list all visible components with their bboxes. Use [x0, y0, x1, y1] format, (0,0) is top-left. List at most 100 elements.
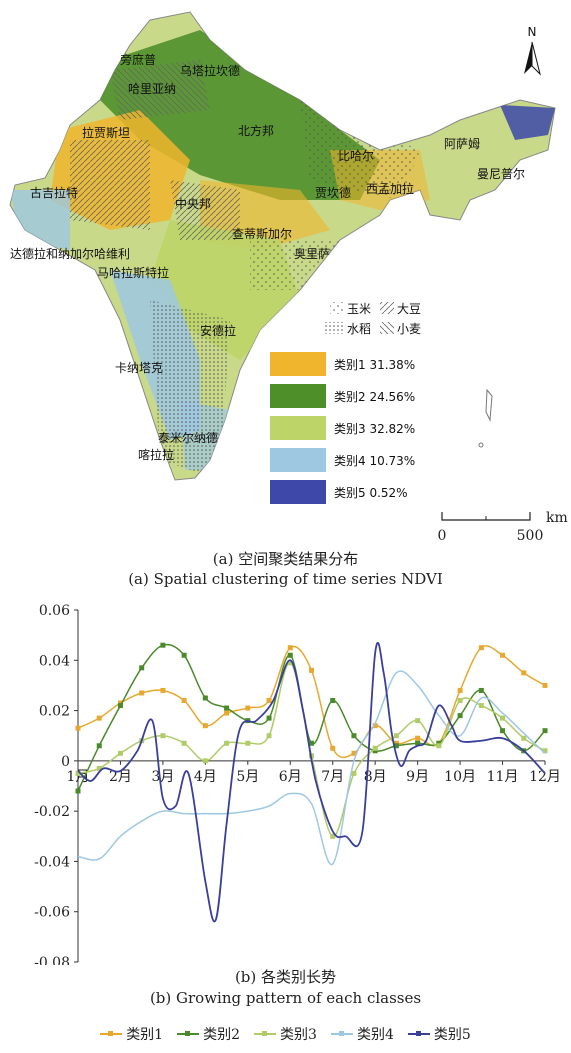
data-point [117, 703, 123, 709]
y-tick-label: 0.06 [39, 603, 70, 619]
data-point [224, 740, 230, 746]
y-tick-label: -0.08 [34, 955, 70, 965]
data-point [181, 652, 187, 658]
scale-tick: 0 [438, 528, 447, 544]
crop-legend: 玉米 大豆 水稻 小麦 [325, 302, 421, 336]
scale-tick: 500 [517, 528, 544, 544]
region-labels: 旁庶普 乌塔拉坎德 哈里亚纳 拉贾斯坦 北方邦 比哈尔 阿萨姆 曼尼普尔 古吉拉… [10, 52, 525, 462]
data-point [351, 750, 357, 756]
north-label: N [528, 25, 537, 39]
x-tick-label: 5月 [236, 769, 259, 785]
data-point [160, 733, 166, 739]
region-label: 古吉拉特 [30, 185, 78, 200]
caption-a-cn: (a) 空间聚类结果分布 [212, 550, 359, 568]
data-point [96, 715, 102, 721]
data-point [500, 728, 506, 734]
legend-label: 类别3 [280, 1027, 317, 1043]
data-point [330, 745, 336, 751]
region-label: 曼尼普尔 [477, 166, 525, 181]
data-point [393, 733, 399, 739]
data-point [330, 698, 336, 704]
island-dot [478, 442, 484, 448]
region-label: 比哈尔 [338, 148, 374, 163]
region-label: 查蒂斯加尔 [232, 226, 292, 241]
region-label: 拉贾斯坦 [82, 125, 130, 140]
data-point [224, 710, 230, 716]
data-point [181, 740, 187, 746]
data-point [117, 700, 123, 706]
data-point [415, 735, 421, 741]
data-point [160, 687, 166, 693]
legend-swatch-maize [330, 302, 344, 314]
data-point [309, 740, 314, 746]
y-tick-label: -0.02 [34, 804, 70, 820]
scale-bar: km 0 500 [438, 510, 568, 544]
data-point [436, 740, 442, 746]
data-point [287, 645, 293, 651]
y-tick-label: 0 [61, 754, 70, 770]
data-point [330, 833, 336, 839]
data-point [415, 740, 421, 746]
region-label: 北方邦 [238, 123, 274, 138]
data-point [393, 740, 399, 746]
india-landmass [9, 11, 556, 481]
region-label: 阿萨姆 [444, 137, 480, 151]
data-point [478, 645, 484, 651]
data-point [500, 715, 506, 721]
x-tick-label: 6月 [279, 769, 302, 785]
chart-legend: 类别1 类别2 类别3 类别4 类别5 [0, 1024, 571, 1044]
data-point [96, 743, 102, 749]
crop-legend-label: 水稻 [347, 322, 371, 336]
data-point [202, 695, 208, 701]
crop-legend-label: 玉米 [347, 302, 371, 316]
data-point [478, 687, 484, 693]
india-cluster-map: N 旁庶普 乌塔拉坎德 哈里亚纳 拉贾斯坦 北方邦 比哈尔 阿萨姆 曼尼普尔 古… [9, 11, 568, 544]
region-label: 西孟加拉 [366, 181, 414, 196]
y-tick-label: 0.02 [39, 704, 70, 720]
caption-a-en: (a) Spatial clustering of time series ND… [128, 570, 443, 588]
data-point [160, 642, 166, 648]
data-point [75, 770, 81, 776]
data-point [457, 698, 463, 704]
class-legend-label: 类别2 24.56% [334, 390, 415, 404]
legend-swatch-soybean [380, 302, 394, 314]
class-legend-swatch [270, 416, 326, 440]
x-tick-label: 9月 [406, 769, 429, 785]
data-point [139, 665, 145, 671]
data-point [478, 703, 484, 709]
class-legend-swatch [270, 480, 326, 504]
data-point [202, 723, 208, 729]
region-label: 安德拉 [200, 323, 236, 338]
chart-series [75, 642, 548, 923]
data-point [266, 715, 272, 721]
series-line-3 [77, 662, 546, 838]
region-label: 旁庶普 [120, 52, 156, 67]
legend-label: 类别2 [203, 1027, 241, 1043]
class-legend-label: 类别4 10.73% [334, 454, 415, 468]
andaman-islands [485, 388, 493, 422]
class-legend: 类别1 31.38% 类别2 24.56% 类别3 32.82% 类别4 10.73%… [270, 352, 415, 504]
x-tick-label: 7月 [321, 769, 344, 785]
data-point [245, 740, 251, 746]
data-point [457, 687, 463, 693]
data-point [393, 743, 399, 749]
data-point [245, 705, 251, 711]
region-label: 泰米尔纳德 [158, 430, 218, 445]
legend-item: 类别4 [330, 1024, 394, 1044]
class-legend-swatch [270, 448, 326, 472]
legend-label: 类别4 [356, 1027, 394, 1043]
x-tick-label: 4月 [194, 769, 217, 785]
region-label: 贾坎德 [315, 185, 351, 200]
y-tick-label: 0.04 [39, 653, 70, 669]
class-legend-label: 类别3 32.82% [334, 422, 415, 436]
legend-swatch [407, 1029, 430, 1039]
data-point [500, 652, 506, 658]
caption-b-en: (b) Growing pattern of each classes [149, 989, 422, 1007]
caption-b-cn: (b) 各类别长势 [234, 968, 337, 986]
legend-swatch-rice [325, 322, 343, 334]
legend-item: 类别5 [407, 1024, 471, 1044]
legend-swatch [254, 1029, 277, 1039]
y-tick-label: -0.04 [34, 854, 70, 870]
